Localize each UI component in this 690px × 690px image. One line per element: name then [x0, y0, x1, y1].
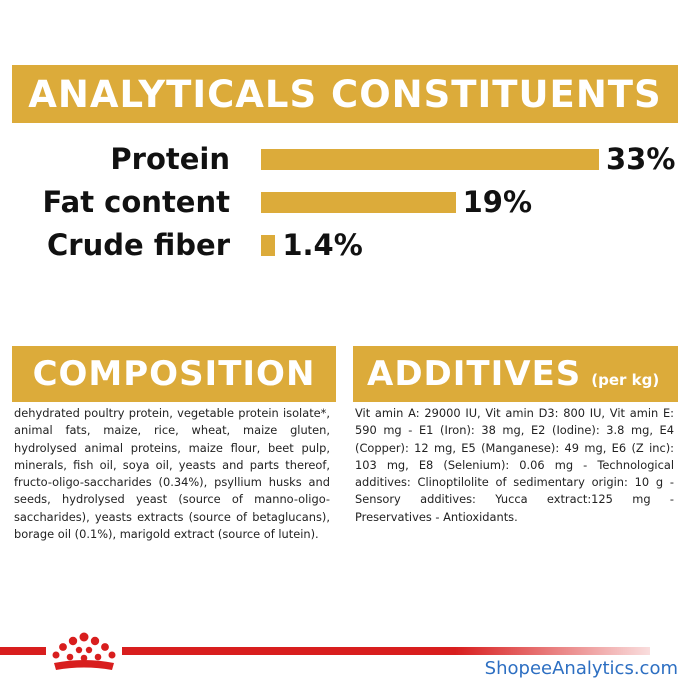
analytics-banner: ANALYTICALS CONSTITUENTS	[12, 65, 678, 123]
additives-subtitle: (per kg)	[591, 371, 660, 389]
additives-text: Vit amin A: 29000 IU, Vit amin D3: 800 I…	[355, 406, 674, 524]
additives-banner: ADDITIVES (per kg)	[353, 346, 678, 402]
additives-title: ADDITIVES	[367, 354, 582, 394]
analytics-row-protein: Protein 33%	[0, 139, 690, 179]
row-bar	[261, 192, 456, 213]
composition-title: COMPOSITION	[32, 354, 316, 394]
row-value: 1.4%	[282, 228, 363, 262]
footer-red-bar	[0, 647, 650, 655]
row-value: 19%	[462, 185, 533, 219]
row-label: Fat content	[42, 185, 230, 219]
composition-text: dehydrated poultry protein, vegetable pr…	[14, 406, 330, 542]
row-bar	[261, 149, 599, 170]
watermark-text: ShopeeAnalytics.com	[484, 658, 678, 679]
row-bar	[261, 235, 276, 256]
row-label: Protein	[110, 142, 230, 176]
analytics-row-fiber: Crude fiber 1.4%	[0, 225, 690, 265]
row-value: 33%	[606, 142, 676, 176]
royal-canin-crown-icon	[46, 630, 122, 674]
row-label: Crude fiber	[47, 228, 230, 262]
analytics-title: ANALYTICALS CONSTITUENTS	[28, 72, 662, 116]
analytics-row-fat: Fat content 19%	[0, 182, 690, 222]
composition-banner: COMPOSITION	[12, 346, 336, 402]
